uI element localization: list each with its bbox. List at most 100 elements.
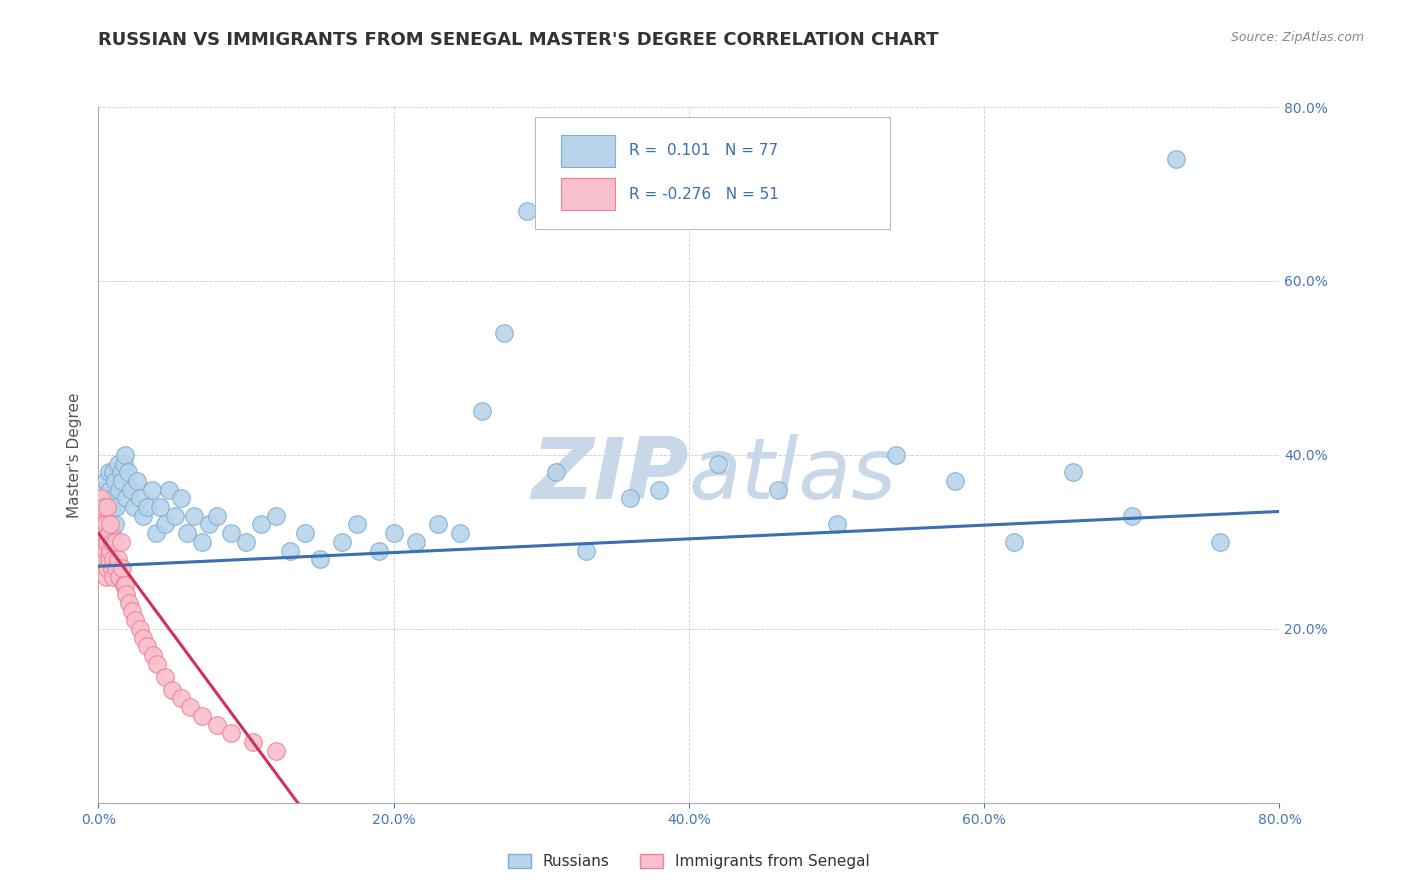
Point [136, 500, 159, 514]
Point [89, 526, 111, 541]
Text: RUSSIAN VS IMMIGRANTS FROM SENEGAL MASTER'S DEGREE CORRELATION CHART: RUSSIAN VS IMMIGRANTS FROM SENEGAL MASTE… [98, 31, 939, 49]
Point [405, 534, 427, 549]
Point [449, 526, 471, 541]
Text: Source: ZipAtlas.com: Source: ZipAtlas.com [1230, 31, 1364, 45]
Point [707, 457, 730, 471]
Point [1209, 534, 1232, 549]
Point [219, 726, 242, 740]
Point [170, 691, 193, 706]
Point [93, 526, 115, 541]
Point [105, 500, 128, 514]
Point [278, 543, 302, 558]
Point [884, 448, 907, 462]
Point [118, 596, 141, 610]
Point [309, 552, 332, 566]
Point [142, 648, 165, 662]
Point [112, 457, 135, 471]
Point [205, 717, 228, 731]
Legend: Russians, Immigrants from Senegal: Russians, Immigrants from Senegal [502, 848, 876, 875]
Point [103, 466, 125, 480]
Point [112, 578, 135, 592]
Point [91, 517, 114, 532]
Point [111, 474, 134, 488]
Point [471, 404, 494, 418]
Point [93, 552, 115, 566]
Point [145, 526, 167, 541]
Point [110, 534, 132, 549]
FancyBboxPatch shape [561, 136, 614, 167]
Point [96, 561, 118, 575]
Point [105, 561, 128, 575]
Text: ZIP: ZIP [531, 434, 689, 517]
Point [153, 670, 176, 684]
Point [93, 500, 115, 514]
Point [97, 526, 120, 541]
Point [250, 517, 273, 532]
Point [264, 744, 287, 758]
FancyBboxPatch shape [561, 178, 614, 210]
Point [100, 500, 122, 514]
Point [108, 570, 131, 584]
Point [128, 491, 150, 506]
Point [368, 543, 391, 558]
Point [110, 466, 132, 480]
Point [97, 552, 120, 566]
Point [157, 483, 180, 497]
Point [107, 457, 129, 471]
Point [136, 639, 159, 653]
Point [120, 483, 142, 497]
Point [98, 543, 121, 558]
Point [943, 474, 966, 488]
Point [648, 483, 671, 497]
Point [91, 534, 114, 549]
Point [90, 543, 112, 558]
Point [107, 552, 129, 566]
Point [170, 491, 193, 506]
Point [162, 682, 183, 697]
Point [91, 543, 114, 558]
Point [294, 526, 316, 541]
Point [1062, 466, 1084, 480]
FancyBboxPatch shape [536, 118, 890, 229]
Point [146, 657, 169, 671]
Point [94, 517, 117, 532]
Point [100, 526, 122, 541]
Point [94, 474, 117, 488]
Point [191, 708, 214, 723]
Point [103, 491, 125, 506]
Point [427, 517, 450, 532]
Point [93, 526, 115, 541]
Point [90, 491, 112, 506]
Text: atlas: atlas [689, 434, 897, 517]
Point [191, 534, 214, 549]
Point [494, 326, 516, 340]
Point [153, 517, 176, 532]
Text: R = -0.276   N = 51: R = -0.276 N = 51 [628, 186, 779, 202]
Point [114, 448, 136, 462]
Point [111, 561, 134, 575]
Point [108, 483, 131, 497]
Point [346, 517, 368, 532]
Point [128, 622, 150, 636]
Point [89, 552, 111, 566]
Y-axis label: Master's Degree: Master's Degree [67, 392, 83, 517]
Point [104, 534, 127, 549]
Point [132, 631, 155, 645]
Point [382, 526, 405, 541]
Point [1164, 152, 1187, 166]
Point [766, 483, 789, 497]
Point [94, 543, 117, 558]
Point [515, 204, 537, 219]
Point [97, 508, 120, 523]
Point [91, 500, 114, 514]
Point [141, 483, 163, 497]
Point [205, 508, 228, 523]
Point [98, 517, 121, 532]
Point [96, 534, 118, 549]
Point [1121, 508, 1143, 523]
Point [97, 466, 120, 480]
Point [94, 552, 117, 566]
Point [132, 508, 155, 523]
Point [825, 517, 848, 532]
Point [100, 534, 122, 549]
